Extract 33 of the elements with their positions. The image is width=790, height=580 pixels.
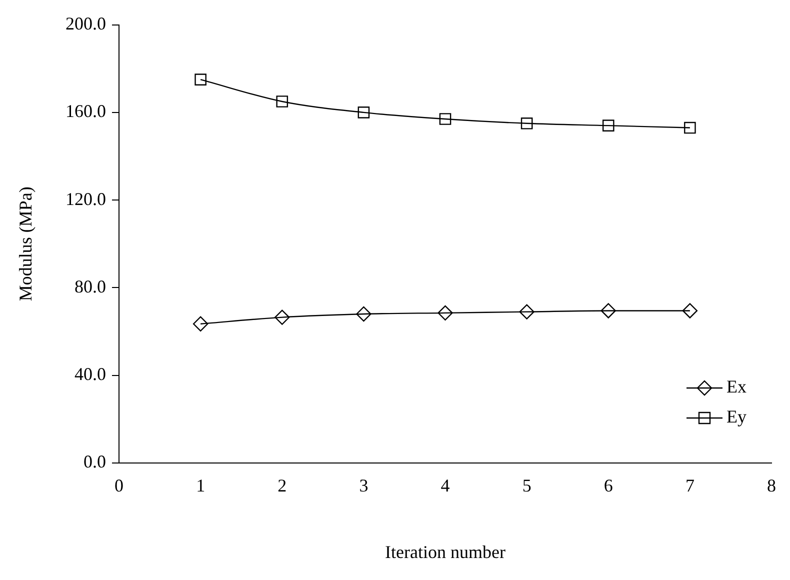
x-axis-title: Iteration number xyxy=(385,542,506,562)
x-tick-label: 0 xyxy=(114,476,124,496)
point xyxy=(519,304,534,320)
x-tick-label: 6 xyxy=(604,476,613,496)
x-tick-label: 7 xyxy=(685,476,694,496)
point xyxy=(520,117,533,130)
point xyxy=(192,316,208,332)
x-tick-label: 3 xyxy=(359,476,368,496)
y-tick-label: 80.0 xyxy=(74,276,106,296)
point xyxy=(358,106,370,118)
point xyxy=(276,96,288,108)
x-tick-label: 4 xyxy=(440,476,450,496)
x-tick-label: 1 xyxy=(196,476,206,496)
legend-label: Ey xyxy=(726,406,746,427)
x-tick-label: 5 xyxy=(522,476,532,496)
point xyxy=(194,74,206,86)
y-tick-label: 160.0 xyxy=(66,101,106,122)
x-tick-label: 8 xyxy=(767,476,776,496)
point xyxy=(438,305,453,321)
x-tick-label: 2 xyxy=(278,476,287,496)
y-axis-title: Modulus (MPa) xyxy=(16,186,36,302)
legend-label: Ex xyxy=(726,376,746,397)
point xyxy=(356,306,372,322)
y-tick-label: 0.0 xyxy=(84,452,106,472)
point xyxy=(274,310,290,325)
point xyxy=(439,113,452,125)
y-tick-label: 120.0 xyxy=(66,188,106,209)
y-tick-label: 40.0 xyxy=(74,364,106,384)
point xyxy=(600,303,616,318)
point xyxy=(684,122,696,134)
point xyxy=(602,120,614,132)
point xyxy=(682,303,698,318)
y-tick-label: 200.0 xyxy=(66,14,106,34)
